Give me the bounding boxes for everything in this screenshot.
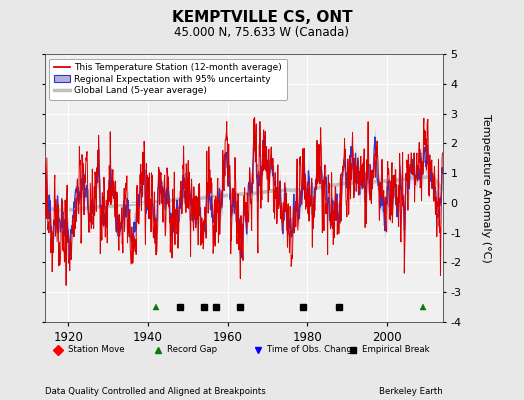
Text: Empirical Break: Empirical Break [362,346,430,354]
Text: Berkeley Earth: Berkeley Earth [379,387,443,396]
Text: Time of Obs. Change: Time of Obs. Change [267,346,357,354]
Text: Record Gap: Record Gap [167,346,217,354]
Text: KEMPTVILLE CS, ONT: KEMPTVILLE CS, ONT [172,10,352,25]
Y-axis label: Temperature Anomaly (°C): Temperature Anomaly (°C) [481,114,491,262]
Text: Station Move: Station Move [68,346,124,354]
Text: 45.000 N, 75.633 W (Canada): 45.000 N, 75.633 W (Canada) [174,26,350,39]
Legend: This Temperature Station (12-month average), Regional Expectation with 95% uncer: This Temperature Station (12-month avera… [49,58,287,100]
Text: Data Quality Controlled and Aligned at Breakpoints: Data Quality Controlled and Aligned at B… [45,387,265,396]
